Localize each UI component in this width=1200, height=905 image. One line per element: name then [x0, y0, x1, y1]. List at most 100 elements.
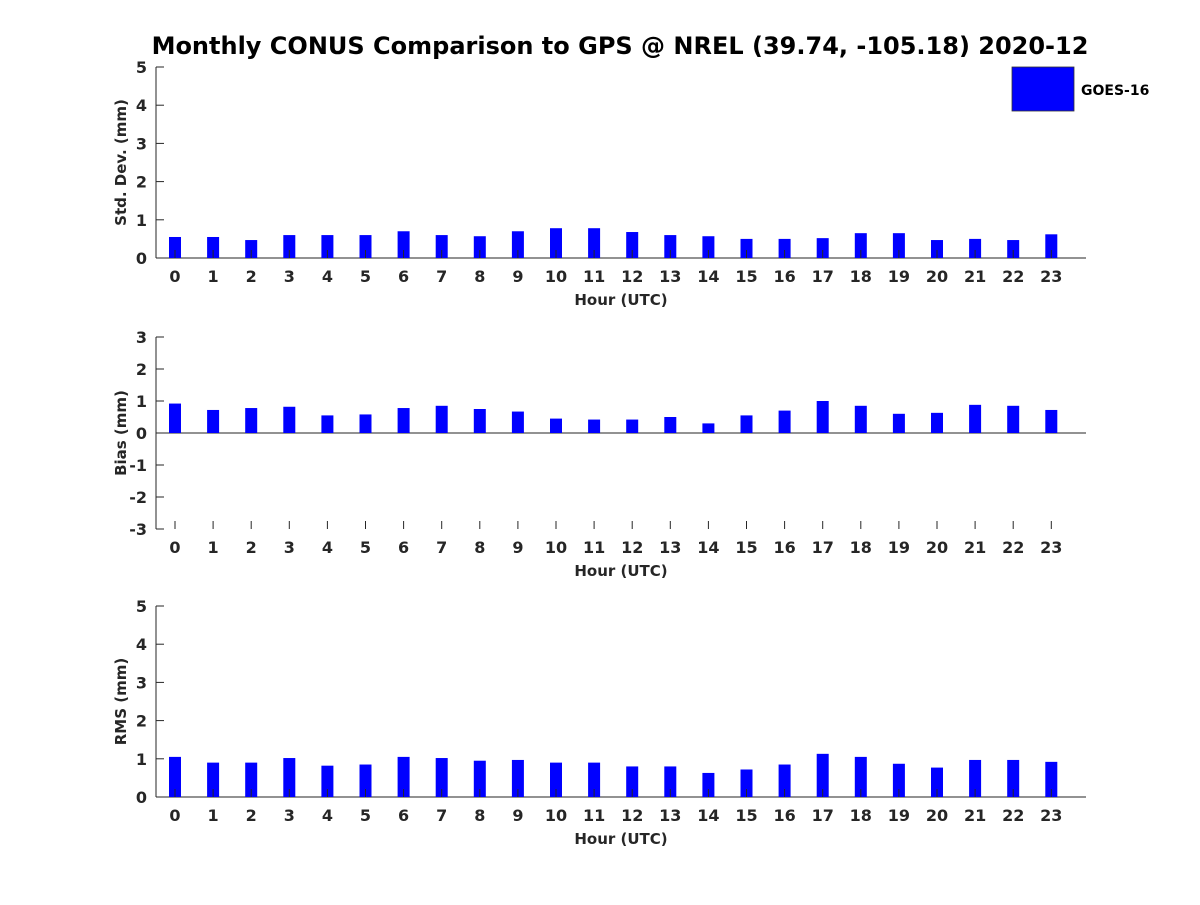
- x-tick-label: 8: [474, 538, 485, 557]
- chart-title: Monthly CONUS Comparison to GPS @ NREL (…: [152, 32, 1089, 60]
- bar: [892, 233, 905, 258]
- y-tick-label: 2: [136, 173, 147, 192]
- bar: [854, 405, 867, 433]
- legend: GOES-16: [1011, 66, 1149, 112]
- x-tick-label: 15: [735, 806, 757, 825]
- bar: [207, 409, 220, 433]
- x-tick-label: 11: [583, 806, 605, 825]
- bar: [740, 769, 753, 797]
- x-tick-label: 5: [360, 806, 371, 825]
- x-tick-label: 3: [284, 806, 295, 825]
- x-tick-label: 12: [621, 538, 643, 557]
- x-axis-label: Hour (UTC): [574, 830, 667, 848]
- bar: [931, 412, 943, 433]
- bar: [511, 411, 524, 433]
- bar: [816, 238, 829, 258]
- x-tick-label: 3: [284, 538, 295, 557]
- y-tick-label: 0: [136, 424, 147, 443]
- bar: [207, 762, 220, 797]
- x-tick-label: 8: [474, 806, 485, 825]
- x-axis-label: Hour (UTC): [574, 562, 667, 580]
- bar: [664, 235, 677, 258]
- bar: [892, 763, 905, 797]
- x-tick-label: 0: [169, 267, 180, 286]
- x-tick-label: 19: [888, 806, 910, 825]
- x-tick-label: 21: [964, 538, 986, 557]
- bar: [854, 233, 867, 258]
- x-tick-label: 22: [1002, 267, 1024, 286]
- x-tick-label: 13: [659, 538, 681, 557]
- x-tick-label: 10: [545, 806, 567, 825]
- x-tick-label: 18: [850, 267, 872, 286]
- y-axis-label: Std. Dev. (mm): [112, 99, 130, 226]
- bar: [550, 228, 562, 258]
- bar: [1045, 409, 1058, 433]
- bar: [435, 405, 448, 433]
- bar: [588, 419, 601, 433]
- x-tick-label: 5: [360, 538, 371, 557]
- x-tick-label: 23: [1040, 538, 1062, 557]
- y-tick-label: 5: [136, 58, 147, 77]
- legend-swatch: [1011, 66, 1075, 112]
- bar: [169, 756, 181, 797]
- x-tick-label: 13: [659, 806, 681, 825]
- y-tick-label: -2: [129, 488, 147, 507]
- bar: [931, 240, 943, 258]
- x-tick-label: 19: [888, 538, 910, 557]
- x-tick-label: 5: [360, 267, 371, 286]
- bar: [969, 759, 982, 797]
- y-tick-label: 3: [136, 134, 147, 153]
- bar: [359, 764, 372, 797]
- bar: [397, 756, 410, 797]
- bar: [816, 753, 829, 797]
- x-axis-label: Hour (UTC): [574, 291, 667, 309]
- bar: [664, 766, 677, 797]
- bar: [892, 413, 905, 433]
- x-tick-label: 9: [512, 806, 523, 825]
- bar: [702, 772, 715, 797]
- bar: [816, 401, 829, 433]
- bar: [359, 235, 372, 258]
- x-tick-label: 16: [773, 267, 795, 286]
- x-tick-label: 10: [545, 538, 567, 557]
- y-tick-label: 4: [136, 96, 147, 115]
- x-tick-label: 17: [812, 806, 834, 825]
- y-tick-label: 2: [136, 712, 147, 731]
- bar: [169, 236, 181, 258]
- x-tick-label: 21: [964, 267, 986, 286]
- y-axis-label: Bias (mm): [112, 390, 130, 476]
- bar: [1007, 240, 1020, 258]
- bar: [1045, 761, 1058, 797]
- bar: [1007, 405, 1020, 433]
- bar: [321, 415, 334, 433]
- x-tick-label: 13: [659, 267, 681, 286]
- bar: [511, 759, 524, 797]
- bar: [588, 228, 601, 258]
- bar: [245, 762, 258, 797]
- x-tick-label: 14: [697, 267, 719, 286]
- bar: [969, 238, 982, 258]
- x-tick-label: 17: [812, 538, 834, 557]
- y-tick-label: 5: [136, 597, 147, 616]
- bar: [778, 238, 791, 258]
- x-tick-label: 6: [398, 806, 409, 825]
- x-tick-label: 15: [735, 267, 757, 286]
- y-tick-label: 1: [136, 211, 147, 230]
- bar: [931, 767, 943, 797]
- bar: [321, 765, 334, 797]
- bar: [778, 764, 791, 797]
- x-tick-label: 16: [773, 806, 795, 825]
- x-tick-label: 18: [850, 806, 872, 825]
- x-tick-label: 17: [812, 267, 834, 286]
- bar: [550, 762, 562, 797]
- bar: [283, 235, 296, 258]
- y-tick-label: 4: [136, 635, 147, 654]
- bar: [740, 415, 753, 433]
- y-tick-label: 1: [136, 392, 147, 411]
- bar: [435, 758, 448, 797]
- x-tick-label: 1: [208, 267, 219, 286]
- bar: [626, 419, 639, 433]
